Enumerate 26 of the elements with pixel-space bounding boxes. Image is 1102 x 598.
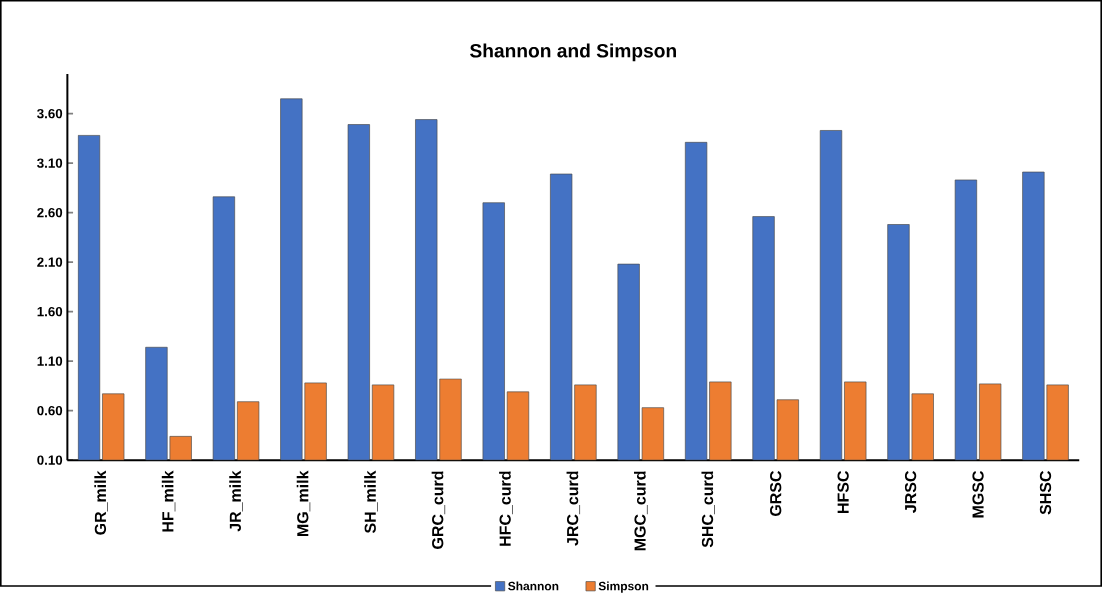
x-tick-label: SH_milk — [364, 470, 378, 534]
x-tick-label: HFSC — [837, 471, 849, 514]
x-tick-label: JR_milk — [229, 470, 243, 532]
chart-title: Shannon and Simpson — [470, 43, 676, 62]
x-tick-label: HFC_curd — [499, 471, 513, 547]
y-tick-label: 1.60 — [37, 307, 63, 317]
x-tick-label: GRC_curd — [431, 471, 446, 550]
x-tick-label: JRSC — [904, 471, 917, 514]
y-tick-label: 0.60 — [37, 406, 63, 416]
x-tick-label: SHSC — [1039, 471, 1052, 515]
x-tick-label: MGC_curd — [634, 471, 648, 551]
y-tick-label: 2.60 — [37, 208, 63, 218]
y-tick-label: 3.10 — [37, 158, 63, 169]
x-tick-label: GR_milk — [94, 470, 108, 535]
legend-label: Simpson — [598, 581, 649, 593]
x-tick-label: HF_milk — [161, 470, 176, 532]
legend-label: Shannon — [508, 581, 559, 591]
x-tick-label: GRSC — [770, 471, 782, 517]
y-tick-label: 2.10 — [37, 257, 63, 268]
y-tick-label: 3.60 — [37, 109, 63, 119]
x-tick-label: JRC_curd — [566, 471, 581, 546]
x-tick-label: MGSC — [972, 471, 984, 518]
x-tick-label: SHC_curd — [701, 471, 715, 548]
x-tick-label: MG_milk — [296, 470, 311, 537]
y-tick-label: 1.10 — [37, 356, 63, 367]
y-tick-label: 0.10 — [37, 455, 63, 466]
